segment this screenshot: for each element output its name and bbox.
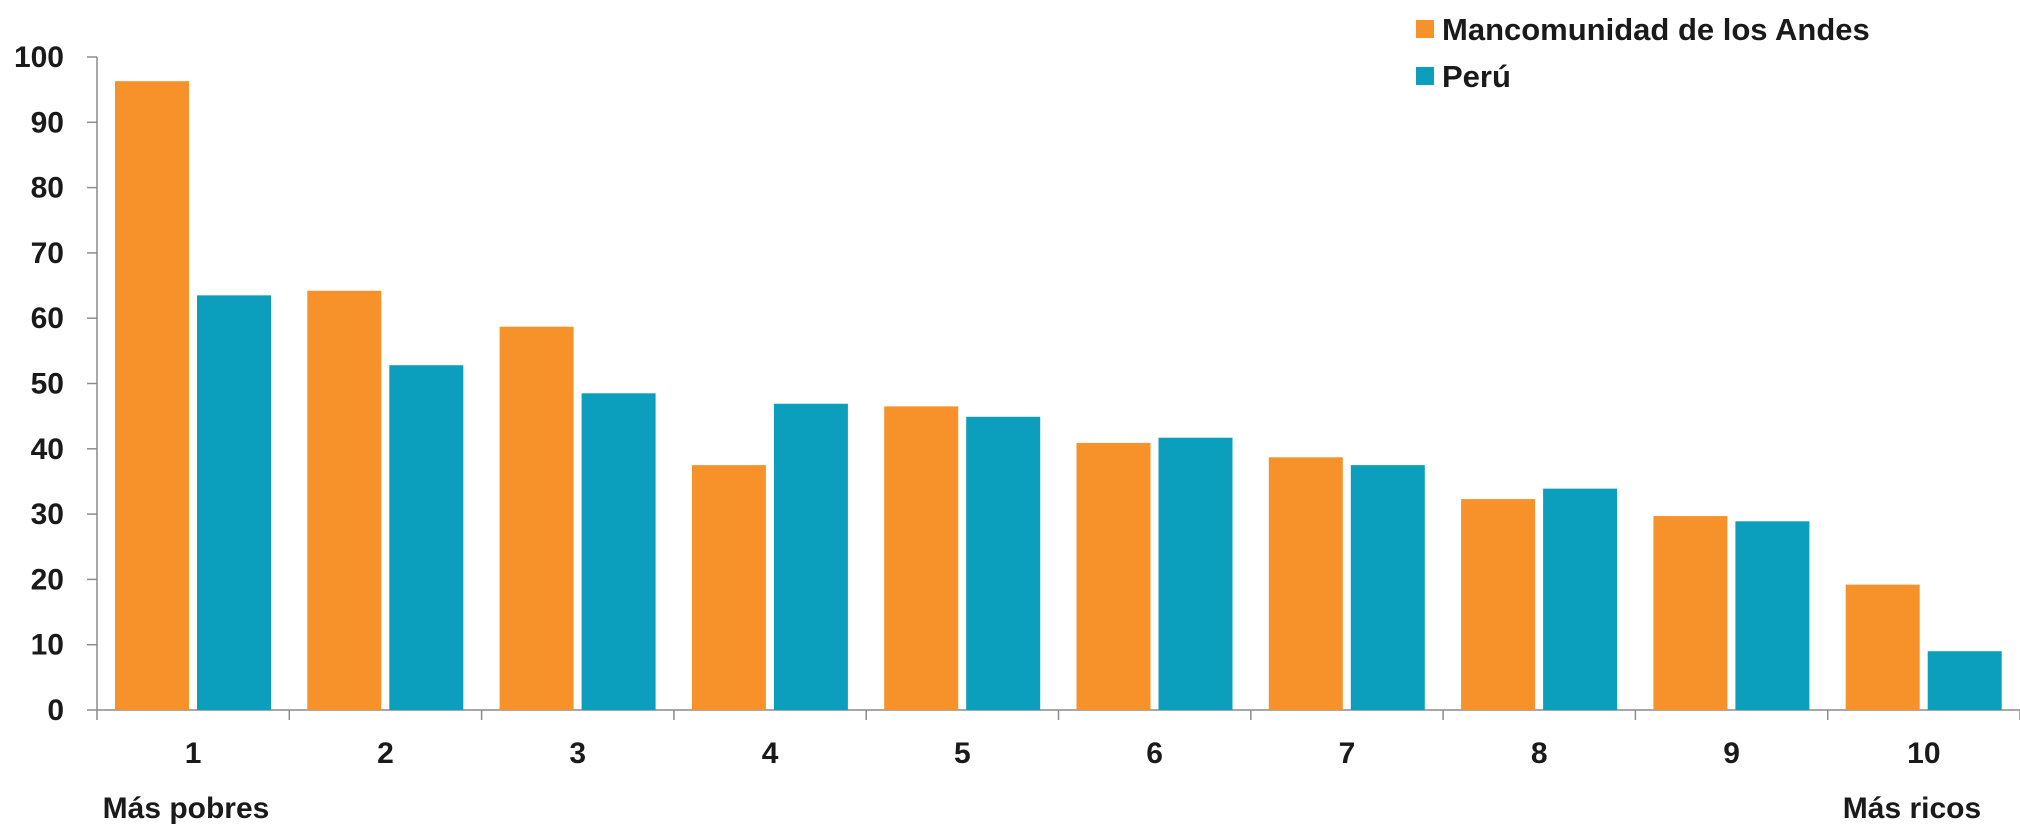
y-tick-label: 30 — [31, 498, 64, 531]
bar-series-1-cat-9 — [1653, 516, 1728, 710]
x-tick-label: 3 — [569, 737, 586, 770]
bar-series-1-cat-7 — [1268, 457, 1343, 710]
bar-series-1-cat-8 — [1461, 499, 1536, 710]
legend-label-2: Perú — [1442, 59, 1511, 94]
y-axis: 0 10 20 30 40 50 60 70 80 90 100 — [14, 41, 98, 727]
x-tick-label: 7 — [1339, 737, 1356, 770]
y-tick-label: 70 — [31, 237, 64, 270]
bar-series-2-cat-5 — [966, 416, 1041, 710]
bar-series-2-cat-2 — [389, 365, 464, 710]
bar-series-2-cat-6 — [1158, 437, 1233, 710]
legend-swatch-1 — [1416, 20, 1434, 38]
y-tick-label: 0 — [47, 694, 64, 727]
y-tick-label: 80 — [31, 172, 64, 205]
x-end-label-right: Más ricos — [1843, 792, 1981, 825]
legend-label-1: Mancomunidad de los Andes — [1442, 12, 1870, 47]
bar-series-2-cat-8 — [1543, 488, 1618, 710]
bar-series-1-cat-2 — [307, 290, 382, 710]
bar-series-1-cat-10 — [1845, 584, 1920, 710]
legend: Mancomunidad de los Andes Perú — [1416, 12, 1870, 94]
x-axis: 1 2 3 4 5 6 7 8 9 10 — [96, 709, 2020, 770]
y-tick-label: 60 — [31, 302, 64, 335]
y-tick-label: 50 — [31, 368, 64, 401]
bar-series-2-cat-10 — [1927, 651, 2002, 710]
x-tick-label: 1 — [185, 737, 202, 770]
bar-series-1-cat-3 — [499, 326, 574, 710]
bar-series-1-cat-1 — [115, 81, 189, 710]
bars — [115, 81, 2002, 710]
y-tick-label: 90 — [31, 106, 64, 139]
x-tick-label: 8 — [1531, 737, 1548, 770]
bar-series-2-cat-9 — [1735, 521, 1810, 710]
bar-series-2-cat-3 — [581, 393, 656, 710]
x-tick-label: 4 — [762, 737, 779, 770]
y-tick-label: 10 — [31, 629, 64, 662]
bar-series-2-cat-4 — [773, 403, 848, 710]
y-tick-label: 40 — [31, 433, 64, 466]
x-tick-label: 9 — [1723, 737, 1740, 770]
x-tick-label: 2 — [377, 737, 394, 770]
x-tick-label: 10 — [1907, 737, 1940, 770]
x-tick-label: 5 — [954, 737, 971, 770]
bar-series-1-cat-6 — [1076, 442, 1151, 710]
bar-series-1-cat-4 — [691, 465, 766, 710]
bar-series-2-cat-1 — [197, 295, 271, 710]
x-end-label-left: Más pobres — [103, 792, 270, 825]
bar-series-2-cat-7 — [1350, 465, 1425, 710]
legend-swatch-2 — [1416, 67, 1434, 85]
x-tick-label: 6 — [1146, 737, 1163, 770]
y-tick-label: 100 — [14, 41, 64, 74]
y-tick-label: 20 — [31, 563, 64, 596]
bar-series-1-cat-5 — [884, 406, 959, 710]
